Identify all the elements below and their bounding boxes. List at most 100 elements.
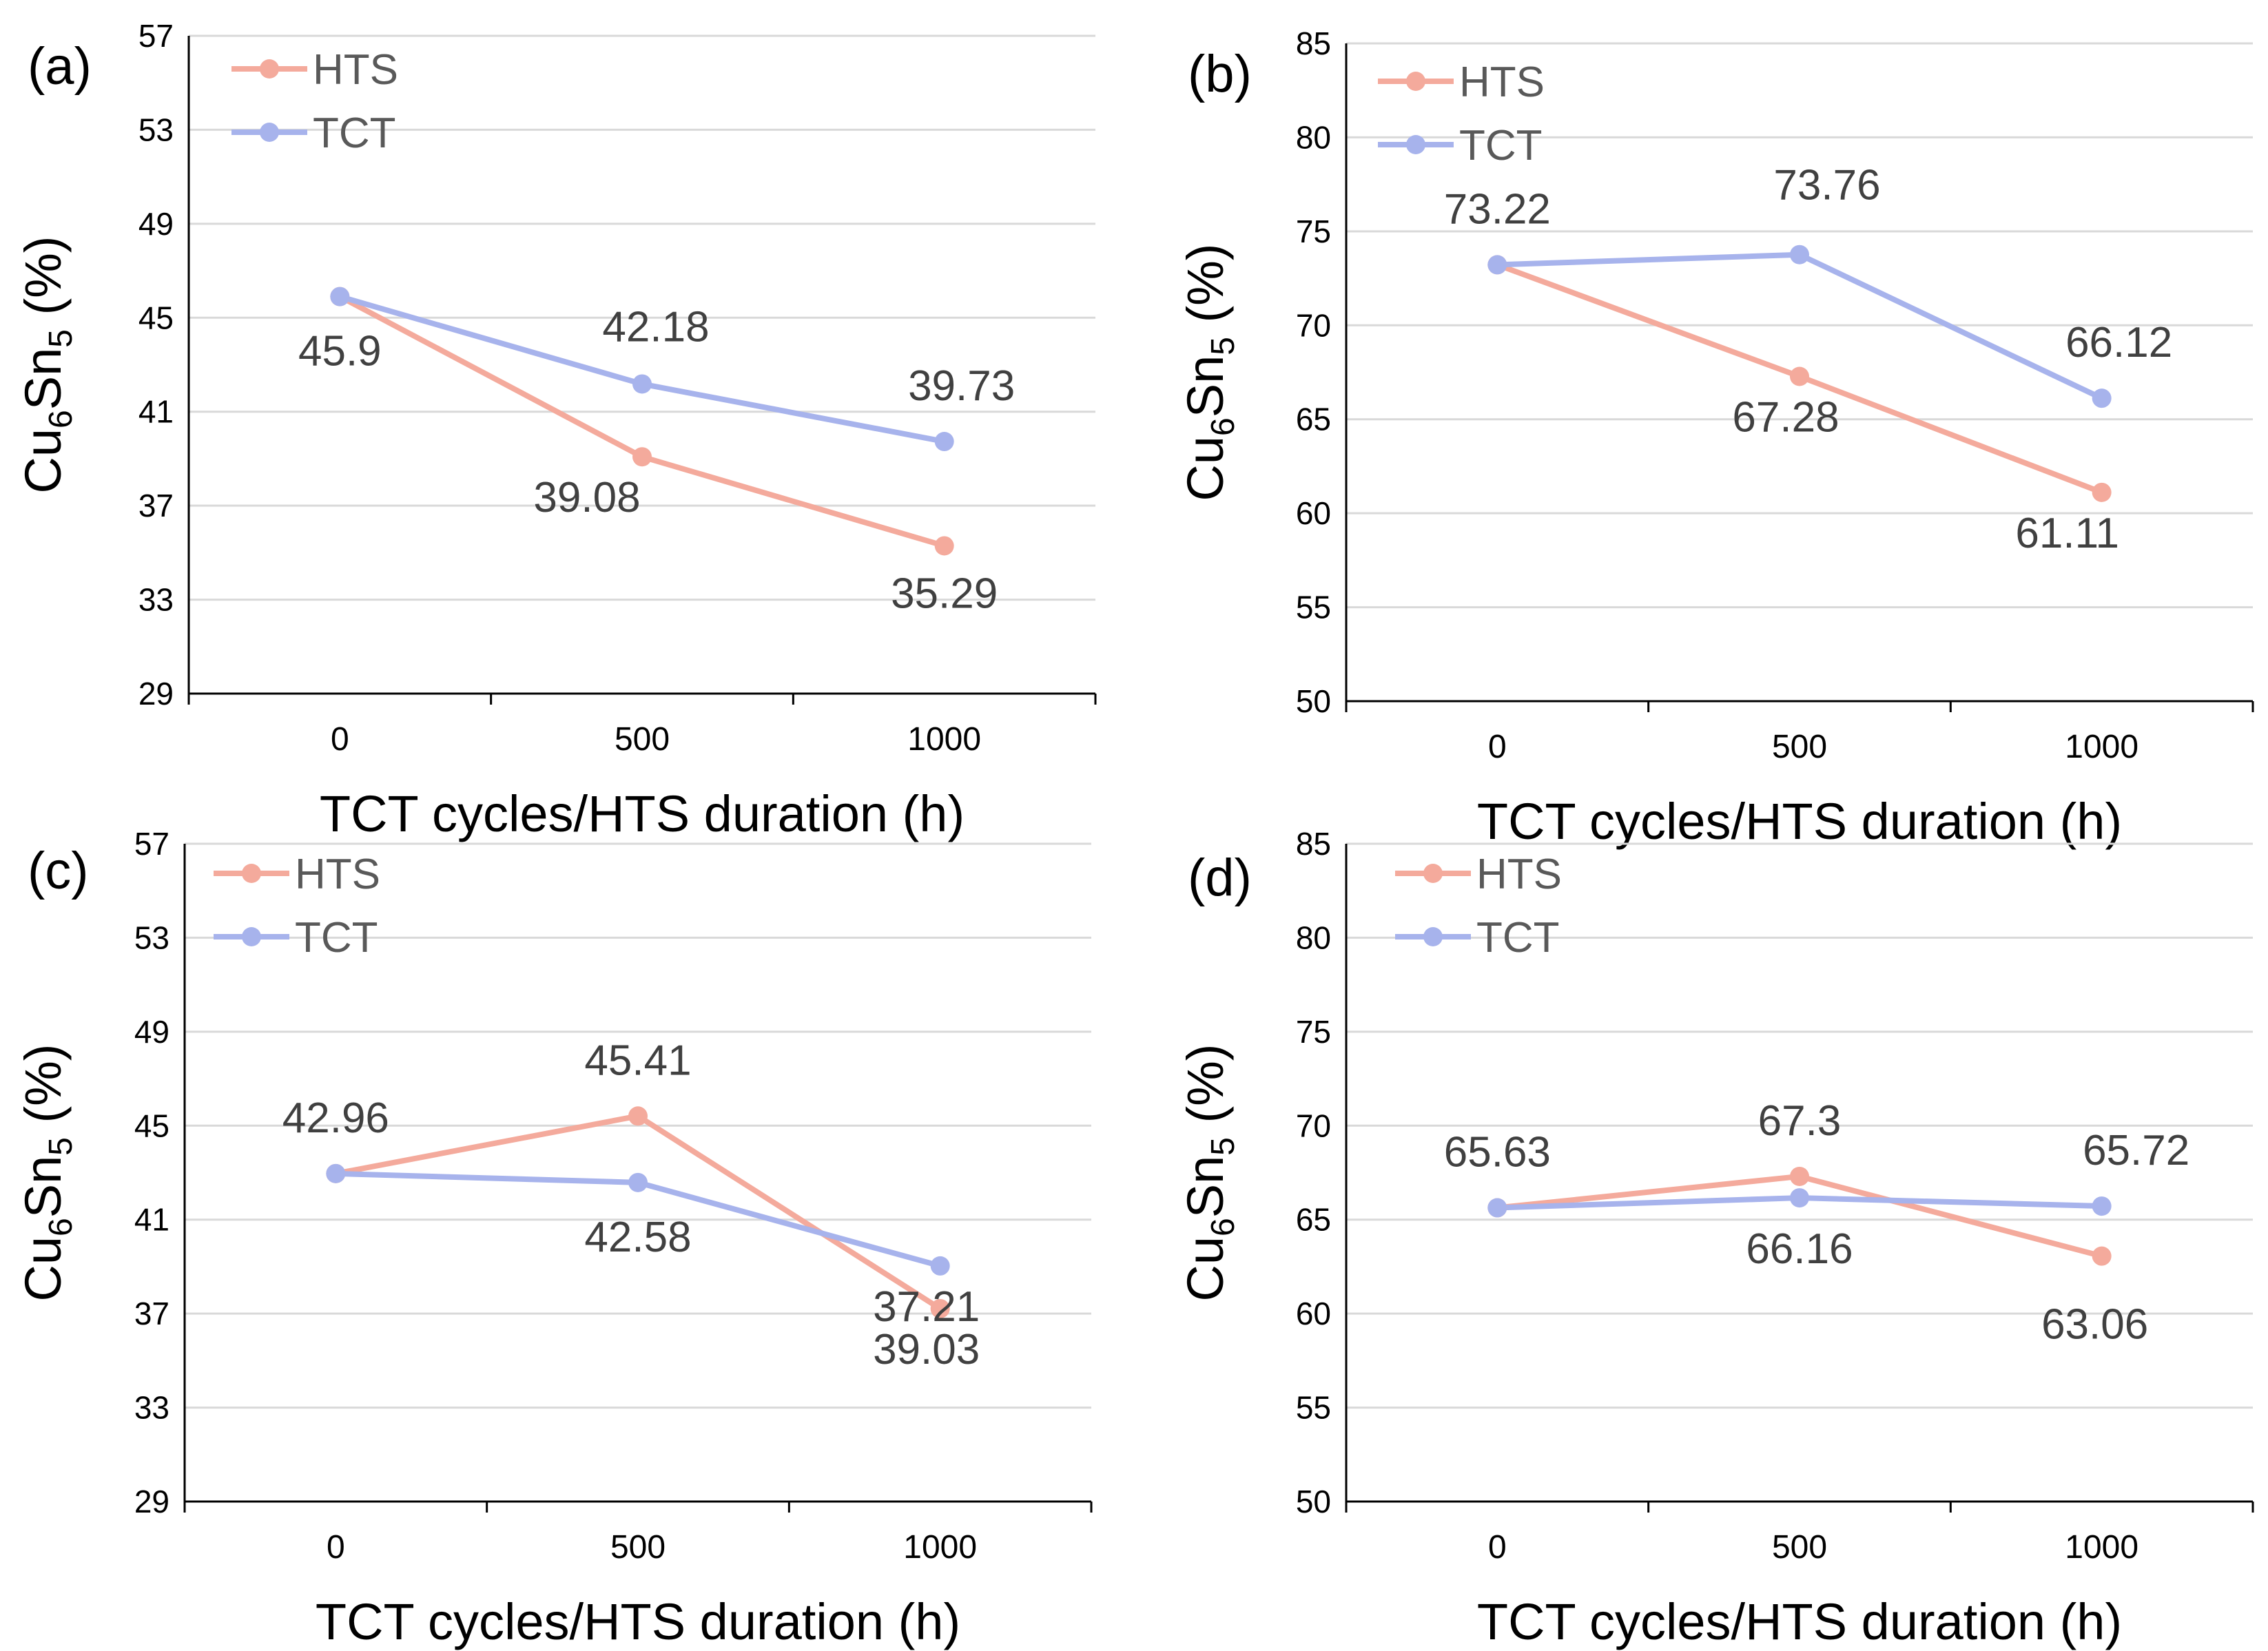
panel-label: (c) [28, 842, 89, 900]
data-point-tct [1790, 1188, 1809, 1208]
y-tick-label: 85 [1296, 826, 1331, 862]
data-point-tct [1487, 1198, 1507, 1218]
data-point-hts [632, 447, 652, 467]
data-point-hts [1790, 1166, 1809, 1186]
data-point-tct [2092, 388, 2112, 408]
x-axis-title: TCT cycles/HTS duration (h) [320, 785, 965, 842]
y-tick-label: 29 [138, 676, 174, 712]
x-tick-label: 1000 [2065, 729, 2138, 765]
y-tick-label: 37 [134, 1296, 169, 1331]
x-axis-title: TCT cycles/HTS duration (h) [1477, 793, 2122, 850]
data-label-hts: 67.28 [1732, 394, 1839, 442]
data-label-tct: 39.73 [908, 362, 1015, 410]
y-tick-label: 57 [134, 826, 169, 862]
legend-marker-hts [260, 59, 279, 79]
y-tick-label: 49 [134, 1014, 169, 1050]
data-label-hts: 42.96 [282, 1094, 389, 1142]
y-tick-label: 57 [138, 18, 174, 54]
data-point-tct [1790, 245, 1809, 264]
legend-marker-tct [1406, 135, 1425, 154]
data-label-tct: 37.21 [873, 1283, 980, 1331]
y-tick-label: 50 [1296, 683, 1331, 719]
data-label-hts: 63.06 [2041, 1301, 2148, 1349]
chart-panel-1: 29 33 37 41 45 49 53 57 0 500 1000 TCT cycles/HTS d… [14, 18, 1097, 842]
data-label-tct: 66.12 [2065, 319, 2172, 366]
y-tick-label: 75 [1296, 214, 1331, 249]
legend-label-hts: HTS [295, 851, 380, 898]
data-label-hts: 67.3 [1758, 1097, 1842, 1145]
x-axis-title: TCT cycles/HTS duration (h) [316, 1593, 960, 1650]
data-point-tct [628, 1172, 648, 1192]
y-tick-label: 55 [1296, 1390, 1331, 1426]
y-tick-label: 50 [1296, 1484, 1331, 1519]
legend-label-hts: HTS [313, 46, 398, 94]
data-point-hts [2092, 482, 2112, 502]
data-label-tct: 42.58 [584, 1214, 691, 1261]
y-tick-label: 37 [138, 488, 174, 523]
legend-label-tct: TCT [295, 914, 378, 962]
legend-label-hts: HTS [1476, 851, 1562, 898]
y-tick-label: 53 [138, 112, 174, 147]
series-line-hts [335, 1113, 942, 1311]
data-point-tct [934, 432, 954, 452]
x-tick-label: 1000 [2065, 1529, 2138, 1566]
data-point-tct [326, 1163, 346, 1183]
chart-panel-2: 50 55 60 65 70 75 80 85 0 500 1000 TCT cycles/HTS d… [1177, 25, 2254, 850]
y-tick-label: 60 [1296, 1296, 1331, 1331]
legend-marker-tct [1423, 927, 1443, 946]
y-tick-label: 53 [134, 920, 169, 955]
data-label-hts: 65.63 [1444, 1129, 1551, 1176]
y-axis-title: Cu6Sn5 (%) [14, 236, 79, 493]
y-tick-label: 65 [1296, 402, 1331, 437]
x-axis-title: TCT cycles/HTS duration (h) [1477, 1593, 2122, 1650]
y-tick-label: 29 [134, 1484, 169, 1519]
y-tick-label: 70 [1296, 1108, 1331, 1143]
y-tick-label: 70 [1296, 307, 1331, 343]
data-point-hts [930, 1298, 950, 1318]
data-label-tct: 42.18 [602, 303, 709, 351]
y-tick-label: 80 [1296, 119, 1331, 155]
chart-panel-3: 29 33 37 41 45 49 53 57 0 500 1000 TCT cycles/HTS d… [14, 826, 1093, 1650]
x-tick-label: 500 [1772, 1529, 1827, 1566]
x-tick-label: 500 [1772, 729, 1827, 765]
chart-panel-4: 50 55 60 65 70 75 80 85 0 500 1000 TCT cycles/HTS d… [1177, 826, 2254, 1650]
legend-marker-hts [1406, 72, 1425, 91]
y-axis-title: Cu6Sn5 (%) [1177, 1043, 1241, 1301]
y-tick-label: 80 [1296, 920, 1331, 955]
data-point-hts [1790, 366, 1809, 386]
data-label-hts: 35.29 [891, 570, 998, 617]
legend-marker-hts [242, 864, 261, 883]
legend-label-hts: HTS [1459, 59, 1545, 106]
x-tick-label: 500 [610, 1529, 666, 1566]
y-axis-title: Cu6Sn5 (%) [14, 1043, 79, 1301]
data-point-tct [930, 1256, 950, 1276]
data-label-hts: 39.03 [873, 1326, 980, 1373]
y-tick-label: 45 [134, 1108, 169, 1143]
data-point-tct [2092, 1196, 2112, 1216]
y-tick-label: 49 [138, 206, 174, 242]
data-label-hts: 45.9 [298, 328, 382, 375]
y-tick-label: 41 [138, 394, 174, 430]
y-axis-title: Cu6Sn5 (%) [1177, 243, 1241, 501]
legend-label-tct: TCT [1476, 914, 1560, 962]
data-label-hts: 39.08 [533, 474, 640, 521]
legend-label-tct: TCT [1459, 122, 1543, 169]
x-tick-label: 500 [615, 721, 670, 758]
legend-marker-hts [1423, 864, 1443, 883]
data-point-hts [934, 536, 954, 556]
x-tick-label: 0 [1488, 1529, 1507, 1566]
y-tick-label: 75 [1296, 1014, 1331, 1050]
data-point-hts [628, 1106, 648, 1126]
data-label-tct: 66.16 [1746, 1225, 1853, 1273]
x-tick-label: 1000 [903, 1529, 977, 1566]
y-tick-label: 85 [1296, 25, 1331, 61]
y-tick-label: 60 [1296, 495, 1331, 531]
data-label-hts: 61.11 [2015, 510, 2119, 557]
panel-label: (b) [1188, 45, 1252, 103]
y-tick-label: 55 [1296, 590, 1331, 625]
data-label-tct: 73.76 [1773, 162, 1880, 209]
data-point-hts [2092, 1246, 2112, 1266]
y-tick-label: 41 [134, 1202, 169, 1238]
legend-label-tct: TCT [313, 110, 396, 157]
